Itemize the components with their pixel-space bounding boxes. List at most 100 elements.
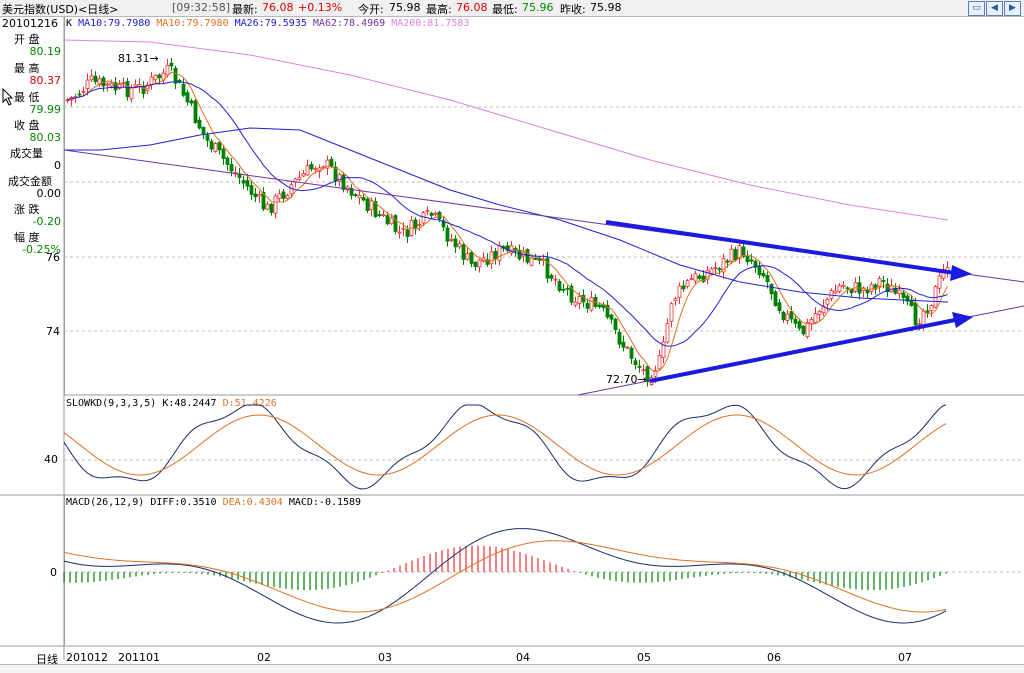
candle-body (229, 164, 234, 172)
candle-body (377, 214, 382, 216)
candle-body (129, 87, 134, 100)
candle-body (373, 201, 378, 218)
candle-body (617, 331, 622, 345)
kd-tick-40: 40 (44, 453, 58, 466)
low-label: 最 低 (14, 91, 40, 104)
candle-body (797, 321, 802, 329)
candle-body (717, 268, 722, 271)
high-label: 最 高 (14, 62, 40, 75)
candle-body (629, 347, 634, 359)
candle-body (685, 280, 690, 288)
latest-value: 76.08 (262, 1, 294, 14)
candle-body (529, 257, 534, 266)
low-annotation-value: 72.70 (606, 373, 638, 386)
candle-body (221, 148, 226, 159)
candle-body (81, 90, 86, 93)
candle-body (817, 310, 822, 316)
candle-body (597, 304, 602, 308)
candle-body (697, 275, 702, 279)
candle-body (881, 280, 886, 283)
candle-body (417, 224, 422, 227)
candle-body (337, 174, 342, 182)
candle-body (621, 341, 626, 348)
x-label-201101: 201101 (118, 651, 160, 664)
candle-body (669, 303, 674, 322)
candle-body (205, 134, 210, 141)
candle-body (689, 277, 694, 280)
candle-body (241, 180, 246, 184)
latest-label: 最新: (232, 3, 258, 16)
candle-body (637, 365, 642, 368)
macd-dea-line (63, 540, 947, 613)
candle-body (153, 74, 158, 81)
candle-body (673, 298, 678, 302)
candle-body (549, 274, 554, 279)
candle-body (457, 243, 462, 248)
candle-body (93, 75, 98, 83)
restore-icon[interactable]: ▭ (968, 1, 985, 16)
candle-body (837, 285, 842, 292)
kd-d-line (63, 414, 947, 476)
low-annotation: 72.70→ (606, 373, 647, 386)
percent-value: -0.25% (22, 243, 61, 256)
macd-diff-value: DIFF:0.3510 (150, 497, 217, 508)
candle-body (877, 278, 882, 287)
candle-body (801, 325, 806, 335)
candle-body (461, 244, 466, 260)
candle-body (585, 303, 590, 309)
high-label: 最高: (426, 3, 452, 16)
candle-body (545, 257, 550, 279)
candle-body (253, 193, 258, 198)
candle-body (741, 246, 746, 257)
candle-body (713, 267, 718, 269)
candle-body (313, 168, 318, 171)
x-label-07: 07 (898, 651, 912, 664)
candle-body (789, 311, 794, 320)
candle-body (217, 141, 222, 151)
candle-body (301, 173, 306, 177)
change-label: 涨 跌 (14, 203, 40, 216)
candle-body (309, 163, 314, 170)
ma10a-label: MA10:79.7980 (78, 18, 151, 29)
candle-body (773, 291, 778, 306)
candle-body (645, 366, 650, 383)
candle-body (865, 289, 870, 294)
candle-body (737, 245, 742, 259)
candle-body (489, 251, 494, 265)
candle-body (657, 355, 662, 370)
high-annotation: 81.31→ (118, 52, 159, 65)
x-label-201012: 201012 (66, 651, 108, 664)
candle-body (517, 250, 522, 260)
x-label-05: 05 (637, 651, 651, 664)
candle-body (761, 272, 766, 277)
ma26-label: MA26:79.5935 (234, 18, 307, 29)
candle-body (449, 239, 454, 241)
macd-dea-value: DEA:0.4304 (222, 497, 283, 508)
forward-icon[interactable]: ▶ (1004, 1, 1021, 16)
price-tick-76: 76 (46, 251, 60, 264)
candle-body (397, 231, 402, 234)
candle-body (749, 259, 754, 262)
macd-diff-line (63, 528, 947, 624)
candle-body (181, 83, 186, 96)
macd-tick-0: 0 (50, 566, 57, 579)
back-icon[interactable]: ◀ (986, 1, 1003, 16)
candle-body (869, 283, 874, 292)
candle-body (305, 165, 310, 176)
candle-body (197, 119, 202, 129)
latest-change: +0.13% (298, 1, 343, 14)
period-label: 日线 (36, 653, 58, 666)
ma10b-label: MA10:79.7980 (156, 18, 229, 29)
candle-body (497, 245, 502, 262)
close-label: 收 盘 (14, 119, 40, 132)
candle-body (405, 229, 410, 237)
candle-body (89, 75, 94, 81)
kd-title: SLOWKD(9,3,3,5) K:48.2447 D:51.4226 (66, 398, 277, 409)
candle-body (825, 298, 830, 305)
candle-body (493, 250, 498, 260)
high-value: 80.37 (29, 74, 62, 87)
candle-body (829, 290, 834, 299)
arrowhead-icon (952, 312, 973, 328)
low-value: 79.99 (29, 103, 62, 116)
